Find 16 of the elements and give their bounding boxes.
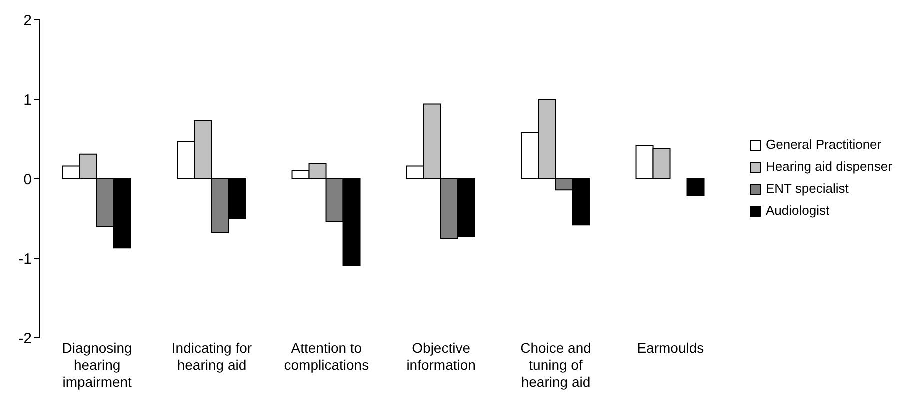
y-tick-label: 1 — [24, 92, 32, 109]
x-tick-label: Diagnosing hearing impairment — [62, 340, 132, 390]
legend-label: Hearing aid dispenser — [766, 158, 892, 176]
legend-label: General Practitioner — [766, 136, 882, 154]
x-tick-label: Earmoulds — [637, 340, 704, 356]
x-tick-label: Choice and tuning of hearing aid — [520, 340, 592, 390]
bar — [686, 178, 705, 196]
y-tick-label: 0 — [24, 171, 32, 188]
x-tick-label: Attention to complications — [284, 340, 370, 373]
y-tick-label: -2 — [18, 330, 32, 348]
y-tick-label: -1 — [18, 250, 32, 268]
x-tick-label: Indicating for hearing aid — [172, 340, 252, 373]
legend-label: ENT specialist — [766, 180, 849, 198]
legend-label: Audiologist — [766, 202, 830, 220]
x-tick-label: Objective information — [406, 340, 476, 373]
y-tick-label: 2 — [24, 12, 32, 30]
